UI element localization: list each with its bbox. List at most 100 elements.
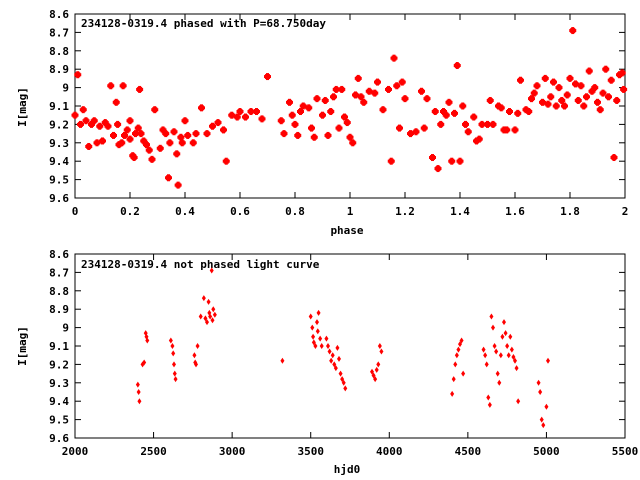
data-point — [574, 96, 582, 104]
data-point — [473, 137, 480, 145]
data-point — [198, 313, 203, 320]
data-point — [517, 76, 524, 84]
data-point — [181, 117, 189, 125]
y-tick-label: 9.3 — [49, 377, 69, 390]
y-tick-label: 8.6 — [49, 8, 69, 21]
phased-light-curve-panel: 234128-0319.4 phased with P=68.750day ph… — [16, 8, 628, 237]
data-point — [585, 67, 593, 75]
data-point — [206, 298, 211, 305]
x-tick-label: 0.2 — [120, 205, 140, 218]
data-point — [170, 128, 178, 136]
data-point — [101, 119, 109, 127]
data-point — [247, 108, 255, 116]
x-tick-label: 3000 — [219, 445, 246, 458]
data-point — [536, 379, 541, 386]
data-point — [514, 109, 522, 117]
data-point — [104, 122, 112, 130]
data-point — [330, 93, 337, 101]
unphased-light-curve-panel: 234128-0319.4 not phased light curve hjd… — [16, 248, 638, 476]
data-point — [513, 357, 517, 364]
data-point — [618, 69, 626, 77]
data-point — [486, 394, 491, 401]
data-point — [407, 130, 414, 138]
data-point — [123, 126, 131, 134]
y-tick-label: 9.1 — [49, 100, 69, 113]
data-point — [489, 120, 497, 128]
data-point — [478, 120, 486, 128]
data-point — [341, 113, 348, 121]
data-point — [318, 335, 323, 342]
data-point — [313, 343, 318, 349]
data-point — [145, 146, 153, 154]
data-point — [168, 337, 173, 344]
data-point — [610, 154, 618, 162]
data-point — [525, 108, 533, 116]
data-point — [429, 154, 436, 162]
data-point — [77, 120, 84, 128]
axis-ticks: 0 0.2 0.4 0.6 0.8 1 1.2 1.4 1.6 1.8 2 8.6 8.7 8.8 8.9 9… — [49, 8, 628, 218]
data-point — [205, 319, 209, 326]
data-point — [201, 295, 206, 302]
data-point — [445, 98, 453, 106]
data-point — [148, 155, 156, 163]
data-point — [495, 102, 502, 110]
y-tick-label: 9.2 — [49, 358, 69, 371]
data-point — [481, 346, 486, 353]
data-point — [174, 181, 182, 189]
data-point — [456, 157, 464, 165]
data-point — [494, 348, 499, 355]
data-point — [500, 333, 505, 340]
data-point — [387, 157, 395, 165]
y-tick-label: 9.5 — [49, 174, 69, 187]
data-point — [349, 139, 357, 147]
data-point — [324, 131, 332, 139]
data-point — [335, 124, 343, 132]
data-point — [453, 62, 461, 70]
data-point — [195, 343, 200, 349]
data-point — [88, 120, 95, 128]
data-point — [352, 91, 359, 99]
y-tick-label: 8.6 — [49, 248, 69, 261]
data-point — [305, 104, 313, 112]
data-point — [324, 335, 329, 342]
data-point — [337, 355, 341, 362]
data-point — [308, 124, 315, 132]
data-point — [607, 76, 615, 84]
data-point — [192, 352, 197, 359]
data-point — [222, 157, 230, 165]
y-tick-label: 8.7 — [49, 26, 69, 39]
data-point — [497, 104, 505, 112]
data-point — [71, 111, 79, 119]
y-tick-label: 9.2 — [49, 118, 69, 131]
data-point — [377, 343, 382, 349]
chart-title: 234128-0319.4 not phased light curve — [81, 258, 320, 271]
data-point — [335, 344, 340, 351]
data-point — [137, 130, 145, 138]
data-point — [211, 306, 216, 313]
data-point — [483, 352, 488, 359]
data-point — [596, 106, 604, 114]
data-point — [470, 113, 478, 121]
data-point — [291, 120, 299, 128]
x-axis-label: phase — [330, 224, 363, 237]
data-point — [310, 133, 318, 141]
data-point — [484, 120, 491, 128]
data-point — [475, 135, 483, 143]
data-point — [385, 85, 392, 93]
data-point — [338, 85, 346, 93]
data-point — [319, 111, 326, 119]
data-point — [508, 333, 513, 340]
data-point — [228, 111, 236, 119]
data-point — [491, 324, 495, 331]
data-point — [550, 78, 557, 86]
data-point — [434, 165, 442, 173]
data-point — [541, 422, 546, 429]
data-point — [156, 144, 164, 152]
data-point — [140, 137, 148, 145]
data-point — [338, 370, 343, 377]
data-point — [209, 122, 216, 130]
data-point — [484, 361, 489, 368]
data-point — [365, 87, 373, 95]
data-point — [440, 108, 447, 116]
data-point — [209, 267, 214, 274]
